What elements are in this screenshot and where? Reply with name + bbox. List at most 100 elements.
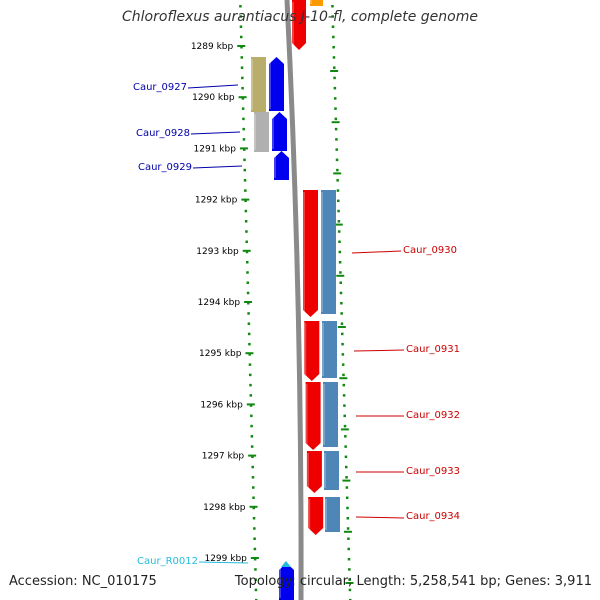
minor-tick bbox=[245, 250, 249, 254]
tick-label: 1295 kbp bbox=[199, 349, 242, 359]
minor-tick bbox=[240, 56, 244, 59]
tick-label: 1298 kbp bbox=[203, 503, 246, 513]
minor-tick bbox=[243, 168, 247, 172]
minor-tick bbox=[333, 86, 337, 90]
minor-tick bbox=[250, 435, 254, 438]
minor-tick bbox=[333, 66, 336, 69]
gene-label: Caur_R0012 bbox=[137, 556, 198, 567]
minus-gene-0928 bbox=[272, 112, 287, 151]
minor-tick bbox=[239, 15, 242, 18]
minor-tick bbox=[336, 179, 339, 182]
minor-tick bbox=[251, 476, 255, 479]
minor-tick bbox=[241, 76, 244, 80]
minor-tick bbox=[252, 496, 255, 500]
minor-tick bbox=[340, 301, 343, 305]
tick-label: 1292 kbp bbox=[195, 196, 238, 206]
cog-block-steel-highlight bbox=[321, 192, 323, 312]
left-tick-ruler: 1289 kbp 1290 kbp 1291 kbp 1292 kbp 1293 kbp… bbox=[191, 5, 259, 600]
minor-tick bbox=[244, 209, 248, 213]
minus-gene-0929-highlight bbox=[274, 153, 276, 178]
minor-tick bbox=[239, 35, 243, 39]
minor-tick bbox=[244, 189, 247, 192]
gene-leader-line bbox=[190, 131, 241, 135]
partial-minus-gene-highlight bbox=[279, 565, 281, 598]
minor-tick bbox=[248, 342, 251, 346]
minor-tick bbox=[336, 168, 339, 172]
tick-label: 1299 kbp bbox=[204, 554, 247, 564]
minor-tick bbox=[333, 76, 336, 80]
minor-tick bbox=[345, 476, 348, 479]
minor-tick bbox=[254, 598, 258, 600]
minor-tick bbox=[253, 557, 257, 561]
tick-label: 1296 kbp bbox=[200, 400, 243, 410]
cog-block-grey bbox=[254, 112, 269, 152]
minor-tick bbox=[346, 527, 350, 530]
minor-tick bbox=[337, 209, 340, 213]
minor-tick bbox=[342, 394, 346, 397]
minor-tick bbox=[251, 465, 254, 469]
minor-tick bbox=[348, 578, 351, 581]
minor-tick bbox=[333, 97, 337, 100]
minor-tick bbox=[338, 250, 342, 254]
minor-tick bbox=[334, 107, 337, 110]
minor-tick bbox=[339, 271, 342, 274]
minor-tick bbox=[335, 148, 338, 151]
cog-block-steel-highlight bbox=[322, 323, 324, 376]
tick-label: 1290 kbp bbox=[192, 93, 235, 103]
minor-tick bbox=[242, 117, 245, 121]
minor-tick bbox=[249, 394, 253, 397]
minor-tick bbox=[243, 158, 246, 162]
minor-tick bbox=[348, 598, 352, 600]
minor-tick bbox=[345, 496, 349, 500]
minor-tick bbox=[334, 117, 338, 121]
minor-tick bbox=[253, 547, 257, 551]
minor-tick bbox=[247, 332, 251, 336]
cog-block-olive-highlight bbox=[251, 59, 253, 110]
minor-tick bbox=[252, 506, 256, 510]
minor-tick bbox=[241, 97, 245, 100]
gene-leader-line bbox=[353, 349, 405, 352]
minor-tick bbox=[252, 517, 256, 520]
minor-tick bbox=[247, 301, 250, 305]
minor-tick bbox=[334, 127, 338, 131]
minor-tick bbox=[240, 66, 244, 69]
cog-block-steel bbox=[324, 451, 339, 490]
partial-minus-gene bbox=[279, 563, 294, 600]
gene-features bbox=[251, 0, 340, 600]
gene-label: Caur_0933 bbox=[406, 466, 460, 477]
tick-label: 1289 kbp bbox=[191, 42, 234, 52]
minor-tick bbox=[254, 568, 257, 571]
cog-block-steel-highlight bbox=[323, 384, 325, 445]
minor-tick bbox=[246, 291, 250, 295]
plus-gene-930 bbox=[303, 190, 318, 317]
minor-tick bbox=[239, 25, 243, 28]
minor-tick bbox=[331, 25, 335, 28]
minor-tick bbox=[348, 588, 352, 592]
minor-tick bbox=[335, 158, 339, 162]
minor-tick bbox=[248, 353, 251, 356]
minor-tick bbox=[342, 383, 346, 387]
minor-tick bbox=[343, 414, 346, 418]
minor-tick bbox=[346, 506, 349, 510]
plus-gene-931 bbox=[304, 321, 320, 381]
gene-label: Caur_0932 bbox=[406, 410, 460, 421]
minor-tick bbox=[345, 486, 349, 489]
minor-tick bbox=[335, 138, 338, 141]
minor-tick bbox=[251, 455, 254, 459]
minor-tick bbox=[245, 240, 248, 244]
minor-tick bbox=[242, 138, 246, 141]
plus-gene-934 bbox=[308, 497, 324, 535]
plus-gene-932-highlight bbox=[305, 384, 308, 448]
minor-tick bbox=[249, 404, 253, 407]
minor-tick bbox=[240, 45, 243, 49]
gene-label: Caur_0931 bbox=[406, 344, 460, 355]
minor-tick bbox=[337, 230, 341, 233]
minor-tick bbox=[254, 578, 257, 581]
cog-block-steel bbox=[322, 321, 337, 378]
minus-gene-0927-highlight bbox=[269, 59, 271, 109]
cog-block-grey-highlight bbox=[254, 114, 256, 150]
rna-gene-marker bbox=[281, 561, 291, 567]
minor-tick bbox=[347, 547, 350, 551]
tick-label: 1291 kbp bbox=[194, 144, 237, 154]
